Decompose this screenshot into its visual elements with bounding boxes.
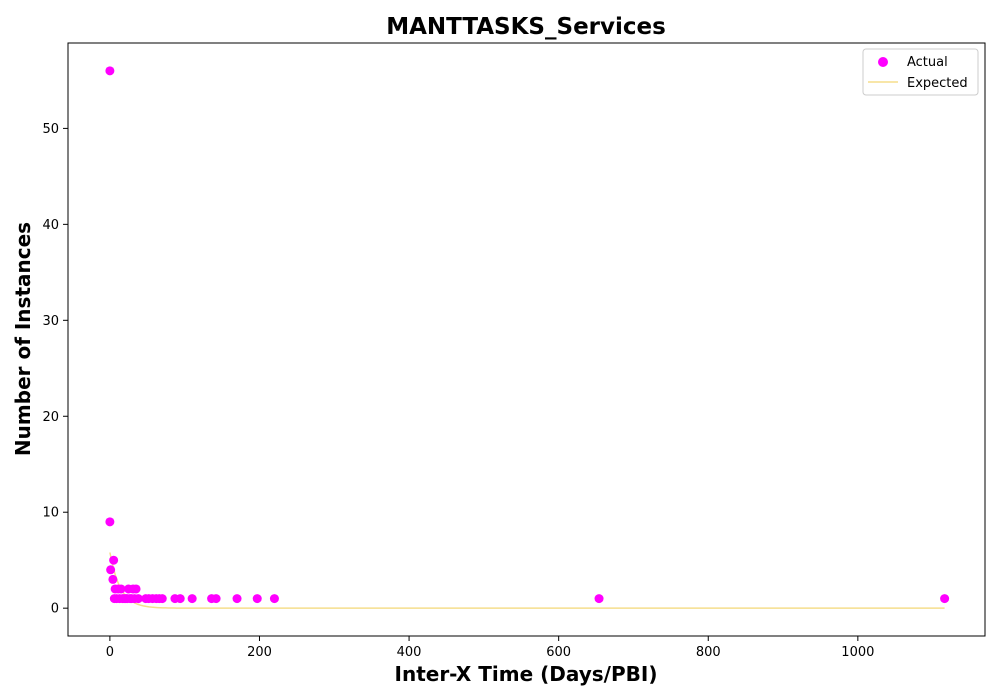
y-axis-label: Number of Instances — [11, 222, 35, 456]
x-tick-label: 600 — [546, 645, 571, 660]
data-point-actual — [131, 584, 141, 594]
legend: Actual Expected — [862, 48, 979, 96]
legend-box — [862, 48, 979, 96]
expected-curve — [109, 552, 945, 609]
x-tick-label: 800 — [696, 645, 721, 660]
data-point-actual — [109, 555, 119, 565]
y-tick-label: 50 — [42, 122, 59, 137]
y-tick-label: 40 — [42, 218, 59, 233]
y-tick-label: 20 — [42, 410, 59, 425]
data-point-actual — [269, 594, 279, 604]
data-point-actual — [157, 594, 167, 604]
data-point-actual — [175, 594, 185, 604]
axes-frame — [67, 42, 986, 637]
legend-expected-label: Expected — [907, 76, 968, 91]
x-tick-label: 0 — [106, 645, 114, 660]
data-point-actual — [187, 594, 197, 604]
x-tick-label: 1000 — [841, 645, 874, 660]
data-point-actual — [116, 584, 126, 594]
x-tick-label: 200 — [247, 645, 272, 660]
data-point-actual — [105, 517, 115, 527]
data-point-actual — [108, 574, 118, 584]
data-point-actual — [106, 565, 116, 575]
y-tick-label: 0 — [51, 602, 59, 617]
data-point-actual — [232, 594, 242, 604]
legend-actual-marker — [878, 57, 888, 67]
y-tick-label: 30 — [42, 314, 59, 329]
legend-actual-label: Actual — [907, 55, 948, 70]
chart-title: MANTTASKS_Services — [386, 14, 666, 40]
data-point-actual — [105, 66, 115, 76]
data-point-actual — [594, 594, 604, 604]
data-point-actual — [211, 594, 221, 604]
data-point-actual — [133, 594, 143, 604]
x-tick-label: 400 — [397, 645, 422, 660]
x-axis-label: Inter-X Time (Days/PBI) — [395, 662, 658, 686]
data-point-actual — [252, 594, 262, 604]
y-tick-label: 10 — [42, 506, 59, 521]
plot-area: 0 200 400 600 800 1000 0 10 20 30 40 50 — [42, 42, 986, 660]
data-point-actual — [940, 594, 950, 604]
